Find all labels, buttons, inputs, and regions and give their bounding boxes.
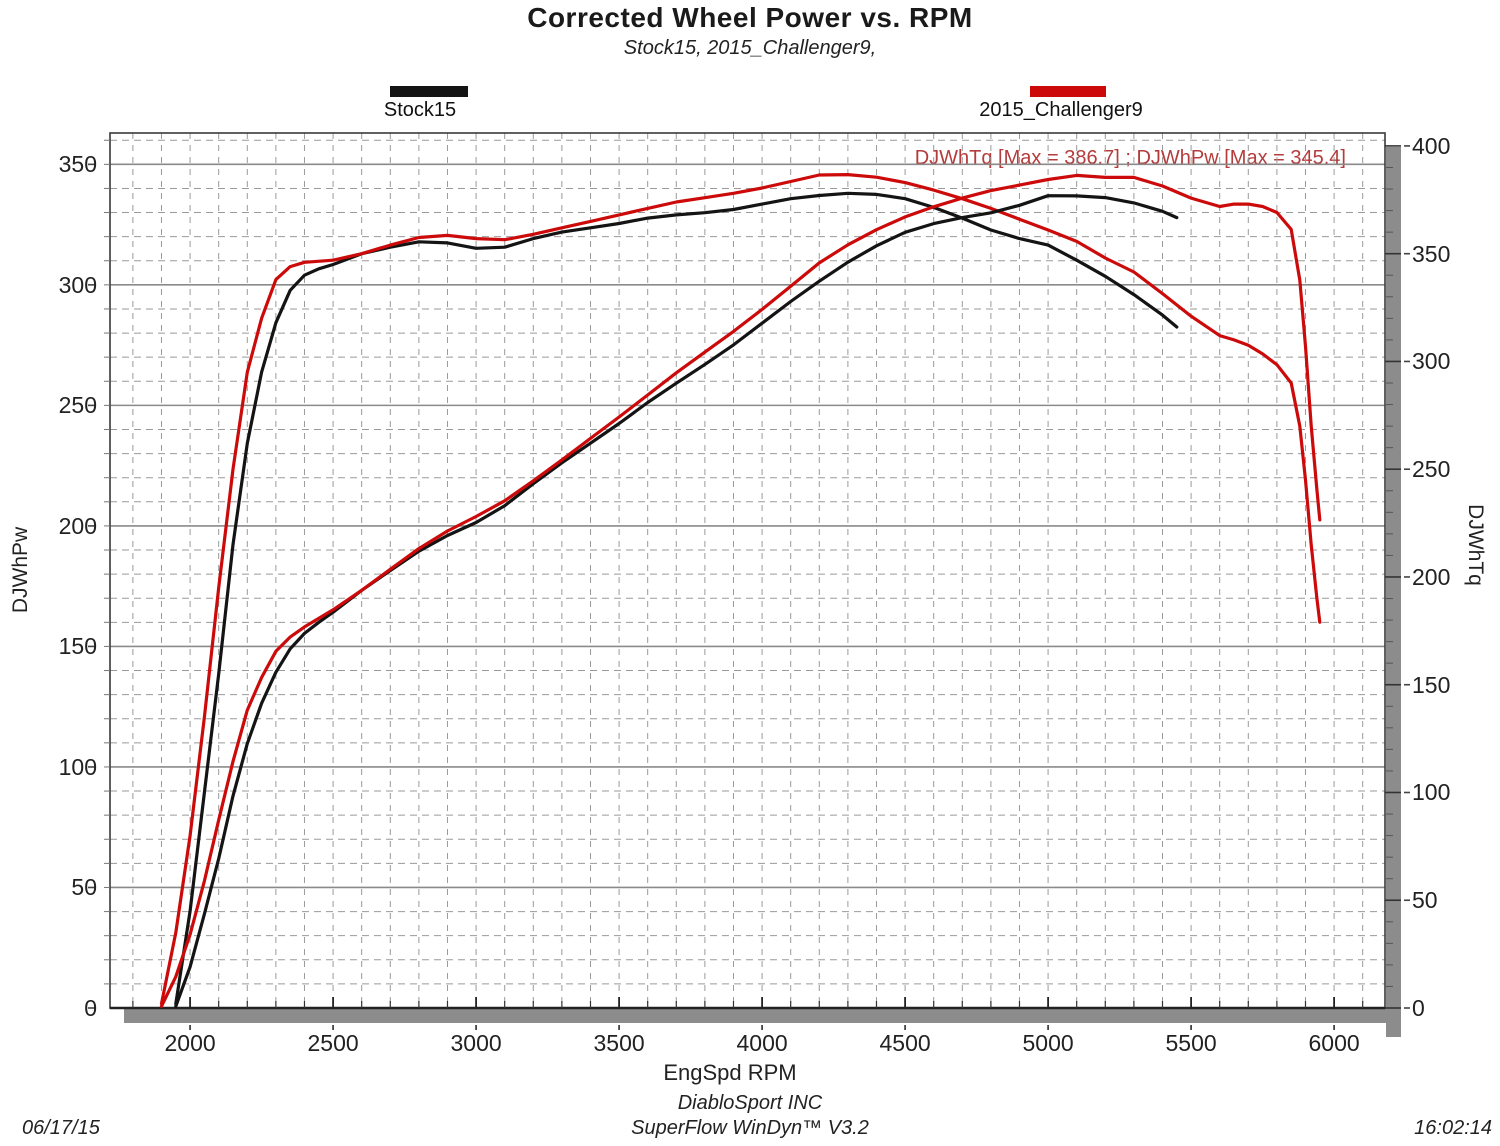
legend-label-stock15: Stock15: [383, 99, 457, 121]
x-tick-label: 2000: [164, 1030, 216, 1056]
right-tick-label: 300: [1412, 348, 1451, 375]
curve-2015_challenger9-djwhpw: [159, 173, 1322, 1008]
right-tick-label: 400: [1412, 132, 1451, 159]
left-tick-label: 0: [84, 995, 97, 1021]
footer-software: SuperFlow WinDyn™ V3.2: [631, 1117, 869, 1139]
legend-label-challenger9: 2015_Challenger9: [979, 99, 1143, 121]
legend-swatch-challenger9: [1030, 86, 1106, 97]
curve-stock15-djwhtq: [174, 191, 1179, 1006]
x-tick-label: 2500: [307, 1030, 359, 1056]
left-tick-label: 250: [58, 392, 97, 419]
right-tick-label: 200: [1412, 563, 1451, 590]
right-tick-label: 0: [1412, 995, 1425, 1021]
footer-date: 06/17/15: [22, 1117, 100, 1139]
footer-time: 16:02:14: [1414, 1117, 1492, 1139]
x-tick-label: 4500: [879, 1030, 931, 1056]
left-tick-label: 350: [58, 151, 97, 178]
left-tick-label: 300: [58, 271, 97, 298]
x-axis-title: EngSpd RPM: [663, 1060, 797, 1085]
left-tick-label: 150: [58, 633, 97, 660]
left-tick-label: 200: [58, 512, 97, 539]
curve-2015_challenger9-djwhtq: [159, 173, 1322, 1006]
curve-stock15-djwhpw: [174, 194, 1179, 1008]
right-tick-label: 250: [1412, 456, 1451, 483]
x-tick-label: 3000: [450, 1030, 502, 1056]
x-tick-label: 5500: [1165, 1030, 1217, 1056]
max-values-annotation: DJWhTq [Max = 386.7] ; DJWhPw [Max = 345…: [914, 147, 1346, 169]
footer-company: DiabloSport INC: [677, 1092, 823, 1114]
left-tick-label: 50: [71, 874, 97, 901]
x-tick-label: 5000: [1022, 1030, 1074, 1056]
left-tick-label: 100: [58, 753, 97, 780]
right-tick-label: 50: [1412, 887, 1438, 914]
right-tick-label: 150: [1412, 671, 1451, 698]
chart-title: Corrected Wheel Power vs. RPM: [527, 2, 973, 33]
right-tick-label: 350: [1412, 240, 1451, 267]
x-tick-label: 4000: [736, 1030, 788, 1056]
legend-swatch-stock15: [390, 86, 468, 97]
chart-subtitle: Stock15, 2015_Challenger9,: [623, 37, 877, 59]
right-shadow-bar: [1386, 147, 1401, 1037]
x-tick-label: 6000: [1308, 1030, 1360, 1056]
right-tick-label: 100: [1412, 779, 1451, 806]
x-tick-label: 3500: [593, 1030, 645, 1056]
bottom-shadow-bar: [124, 1008, 1400, 1023]
